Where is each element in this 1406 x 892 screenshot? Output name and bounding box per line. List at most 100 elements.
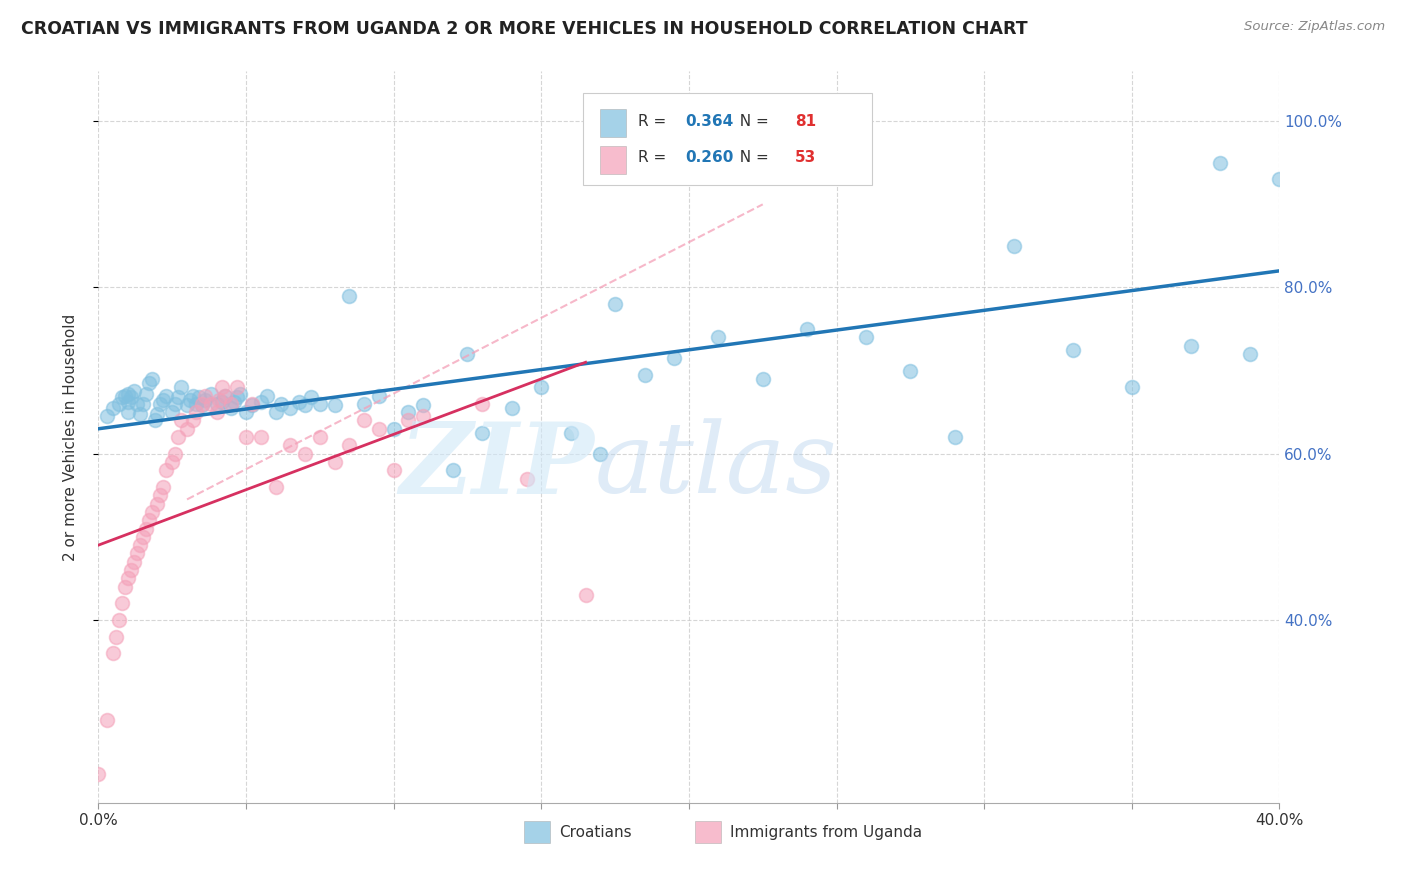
Point bbox=[132, 397, 155, 411]
Point bbox=[111, 390, 134, 404]
Point bbox=[108, 613, 131, 627]
Point bbox=[707, 330, 730, 344]
Point bbox=[235, 430, 257, 444]
Point bbox=[179, 392, 201, 407]
Point bbox=[943, 430, 966, 444]
Text: 81: 81 bbox=[796, 113, 817, 128]
Point bbox=[280, 438, 302, 452]
Point bbox=[412, 409, 434, 424]
Text: atlas: atlas bbox=[595, 418, 837, 514]
Point bbox=[114, 580, 136, 594]
Point bbox=[270, 397, 292, 411]
Point bbox=[138, 376, 160, 390]
Point bbox=[309, 397, 332, 411]
Text: N =: N = bbox=[730, 150, 773, 165]
Bar bbox=[523, 821, 550, 843]
Point bbox=[155, 463, 177, 477]
Point bbox=[135, 521, 157, 535]
Text: R =: R = bbox=[638, 150, 671, 165]
Point bbox=[398, 405, 420, 419]
Point bbox=[398, 413, 420, 427]
Point bbox=[226, 380, 249, 394]
Point bbox=[575, 588, 598, 602]
Point bbox=[187, 390, 209, 404]
Point bbox=[211, 380, 233, 394]
Point bbox=[1268, 172, 1291, 186]
Point bbox=[214, 388, 236, 402]
Point bbox=[117, 395, 139, 409]
Text: ZIP: ZIP bbox=[399, 418, 595, 515]
Point bbox=[589, 447, 612, 461]
Point bbox=[205, 397, 228, 411]
Point bbox=[560, 425, 582, 440]
Point bbox=[149, 488, 172, 502]
Point bbox=[191, 399, 214, 413]
Point bbox=[294, 399, 316, 413]
Point bbox=[900, 363, 922, 377]
Point bbox=[132, 530, 155, 544]
Point bbox=[170, 380, 193, 394]
Point bbox=[1239, 347, 1261, 361]
Point bbox=[125, 546, 148, 560]
Point bbox=[184, 405, 207, 419]
Point bbox=[353, 413, 375, 427]
Point bbox=[103, 401, 125, 415]
Point bbox=[368, 422, 391, 436]
FancyBboxPatch shape bbox=[582, 94, 872, 185]
Point bbox=[299, 390, 322, 404]
Point bbox=[256, 388, 278, 402]
Point bbox=[855, 330, 877, 344]
Point bbox=[250, 395, 273, 409]
Text: Source: ZipAtlas.com: Source: ZipAtlas.com bbox=[1244, 20, 1385, 33]
Point bbox=[501, 401, 523, 415]
Point bbox=[530, 380, 553, 394]
Point bbox=[471, 425, 494, 440]
Text: 0.260: 0.260 bbox=[685, 150, 734, 165]
Point bbox=[122, 384, 145, 399]
Point bbox=[1062, 343, 1084, 357]
Point bbox=[170, 413, 193, 427]
Point bbox=[167, 430, 190, 444]
Point bbox=[240, 397, 263, 411]
Point bbox=[122, 555, 145, 569]
Point bbox=[141, 505, 163, 519]
Point bbox=[194, 388, 217, 402]
Point bbox=[152, 480, 174, 494]
Point bbox=[368, 388, 391, 402]
Text: N =: N = bbox=[730, 113, 773, 128]
Point bbox=[181, 388, 204, 402]
Point bbox=[1121, 380, 1143, 394]
Point bbox=[143, 413, 166, 427]
Point bbox=[516, 472, 538, 486]
Point bbox=[221, 397, 243, 411]
Point bbox=[224, 395, 246, 409]
Point bbox=[205, 405, 228, 419]
Point bbox=[1209, 156, 1232, 170]
Point bbox=[240, 399, 263, 413]
Point bbox=[120, 390, 142, 404]
Point bbox=[184, 397, 207, 411]
Y-axis label: 2 or more Vehicles in Household: 2 or more Vehicles in Household bbox=[63, 313, 77, 561]
Point bbox=[441, 463, 464, 477]
Point bbox=[323, 399, 346, 413]
Point bbox=[221, 401, 243, 415]
Point bbox=[176, 399, 198, 413]
Point bbox=[141, 372, 163, 386]
Point bbox=[382, 422, 405, 436]
Point bbox=[117, 571, 139, 585]
Bar bbox=[600, 110, 626, 137]
Point bbox=[191, 397, 214, 411]
Point bbox=[323, 455, 346, 469]
Point bbox=[200, 387, 222, 401]
Point bbox=[96, 409, 118, 424]
Point bbox=[264, 405, 287, 419]
Point bbox=[117, 387, 139, 401]
Text: 0.364: 0.364 bbox=[685, 113, 734, 128]
Point bbox=[128, 538, 150, 552]
Point bbox=[796, 322, 818, 336]
Point bbox=[165, 447, 187, 461]
Point bbox=[208, 392, 231, 407]
Point bbox=[96, 713, 118, 727]
Point bbox=[634, 368, 657, 382]
Point bbox=[111, 596, 134, 610]
